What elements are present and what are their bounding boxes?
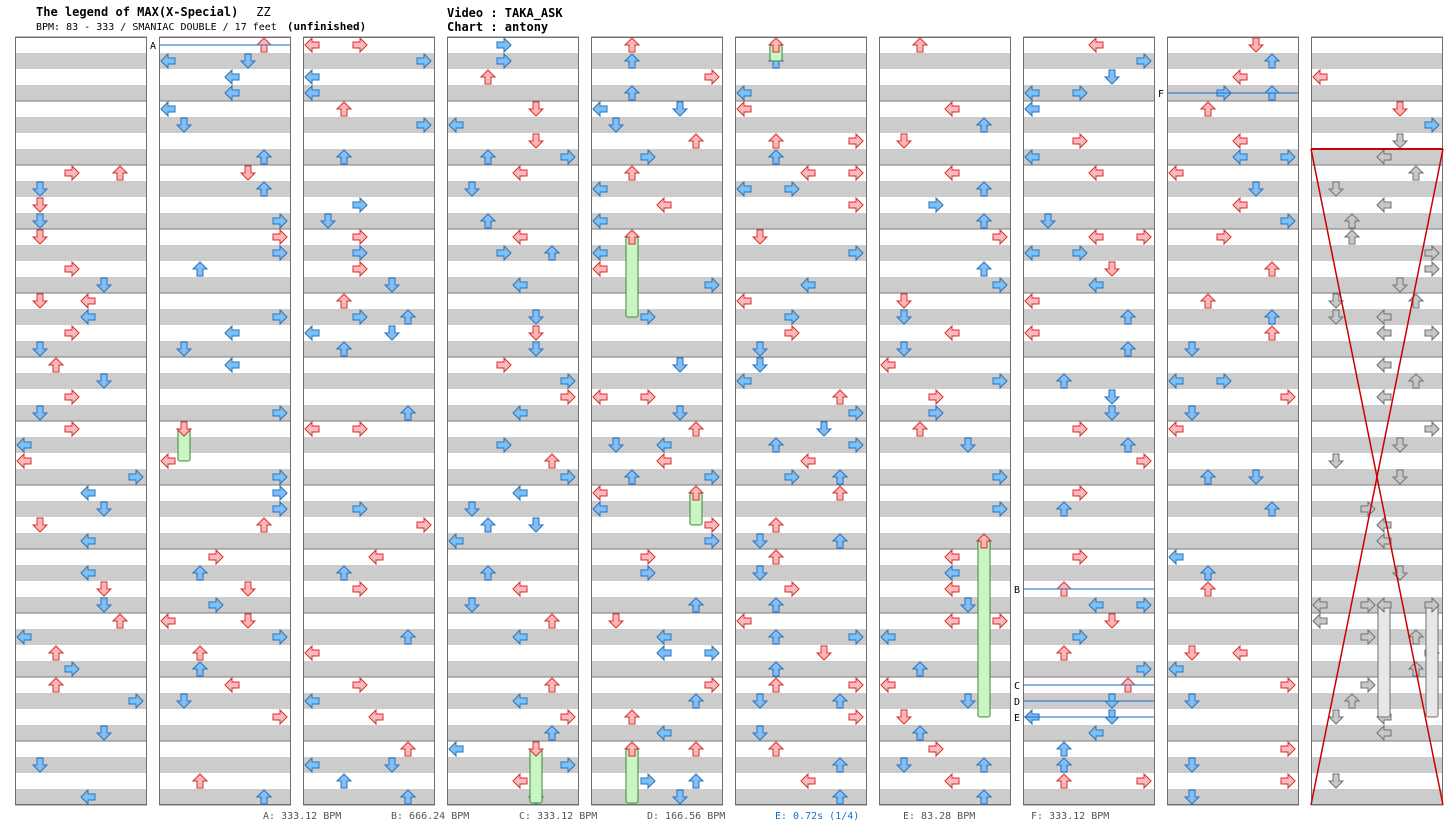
bpm-marker-label: B [1014, 585, 1020, 596]
song-title: The legend of MAX(X-Special) ZZ [36, 5, 271, 19]
bpm-marker: A [150, 41, 291, 52]
song-title-text: The legend of MAX(X-Special) [36, 5, 239, 19]
bpm-legend-item: E: 0.72s (1/4) [775, 811, 860, 822]
video-credit: Video : TAKA_ASK [447, 6, 563, 20]
step-chart: A B CDE F [15, 36, 1444, 806]
chart-header: The legend of MAX(X-Special) ZZ BPM: 83 -… [0, 0, 1450, 38]
freeze-arrow [1377, 604, 1391, 718]
song-subtitle: ZZ [256, 5, 271, 19]
chart-credit: Chart : antony [447, 20, 549, 34]
chart-column [303, 36, 435, 806]
chart-column [15, 36, 147, 806]
freeze-arrow [625, 236, 639, 318]
bpm-legend-item: C: 333.12 BPM [519, 811, 598, 822]
chart-column [447, 36, 579, 806]
chart-column [159, 36, 291, 806]
chart-column [1167, 36, 1299, 806]
bpm-legend-item: A: 333.12 BPM [263, 811, 342, 822]
bpm-legend: A: 333.12 BPM B: 666.24 BPM C: 333.12 BPM D… [0, 808, 1450, 828]
bpm-marker: C [1014, 681, 1155, 692]
chart-column [735, 36, 867, 806]
chart-column [879, 36, 1011, 806]
bpm-marker: F [1158, 89, 1299, 100]
freeze-arrow [625, 748, 639, 804]
bpm-info: BPM: 83 - 333 / SMANIAC DOUBLE / 17 feet… [36, 20, 366, 33]
bpm-marker: E [1014, 713, 1155, 724]
chart-column [591, 36, 723, 806]
status-label: (unfinished) [286, 20, 367, 33]
bpm-marker: D [1014, 697, 1155, 708]
bpm-legend-item: F: 333.12 BPM [1031, 811, 1110, 822]
chart-column [1023, 36, 1155, 806]
freeze-arrow [529, 748, 543, 804]
bpm-legend-item: D: 166.56 BPM [647, 811, 726, 822]
freeze-arrow [1425, 604, 1439, 718]
bpm-marker-label: D [1014, 697, 1020, 708]
bpm-marker: B [1014, 585, 1155, 596]
bpm-info-text: BPM: 83 - 333 / SMANIAC DOUBLE / 17 feet [36, 22, 277, 33]
bpm-marker-label: E [1014, 713, 1020, 724]
bpm-marker-label: A [150, 41, 156, 52]
bpm-marker-label: C [1014, 681, 1020, 692]
bpm-marker-label: F [1158, 89, 1164, 100]
bpm-legend-item: E: 83.28 BPM [903, 811, 976, 822]
bpm-legend-item: B: 666.24 BPM [391, 811, 470, 822]
chart-column [1311, 36, 1443, 806]
freeze-arrow [977, 540, 991, 718]
stealth-cross [1310, 148, 1444, 806]
